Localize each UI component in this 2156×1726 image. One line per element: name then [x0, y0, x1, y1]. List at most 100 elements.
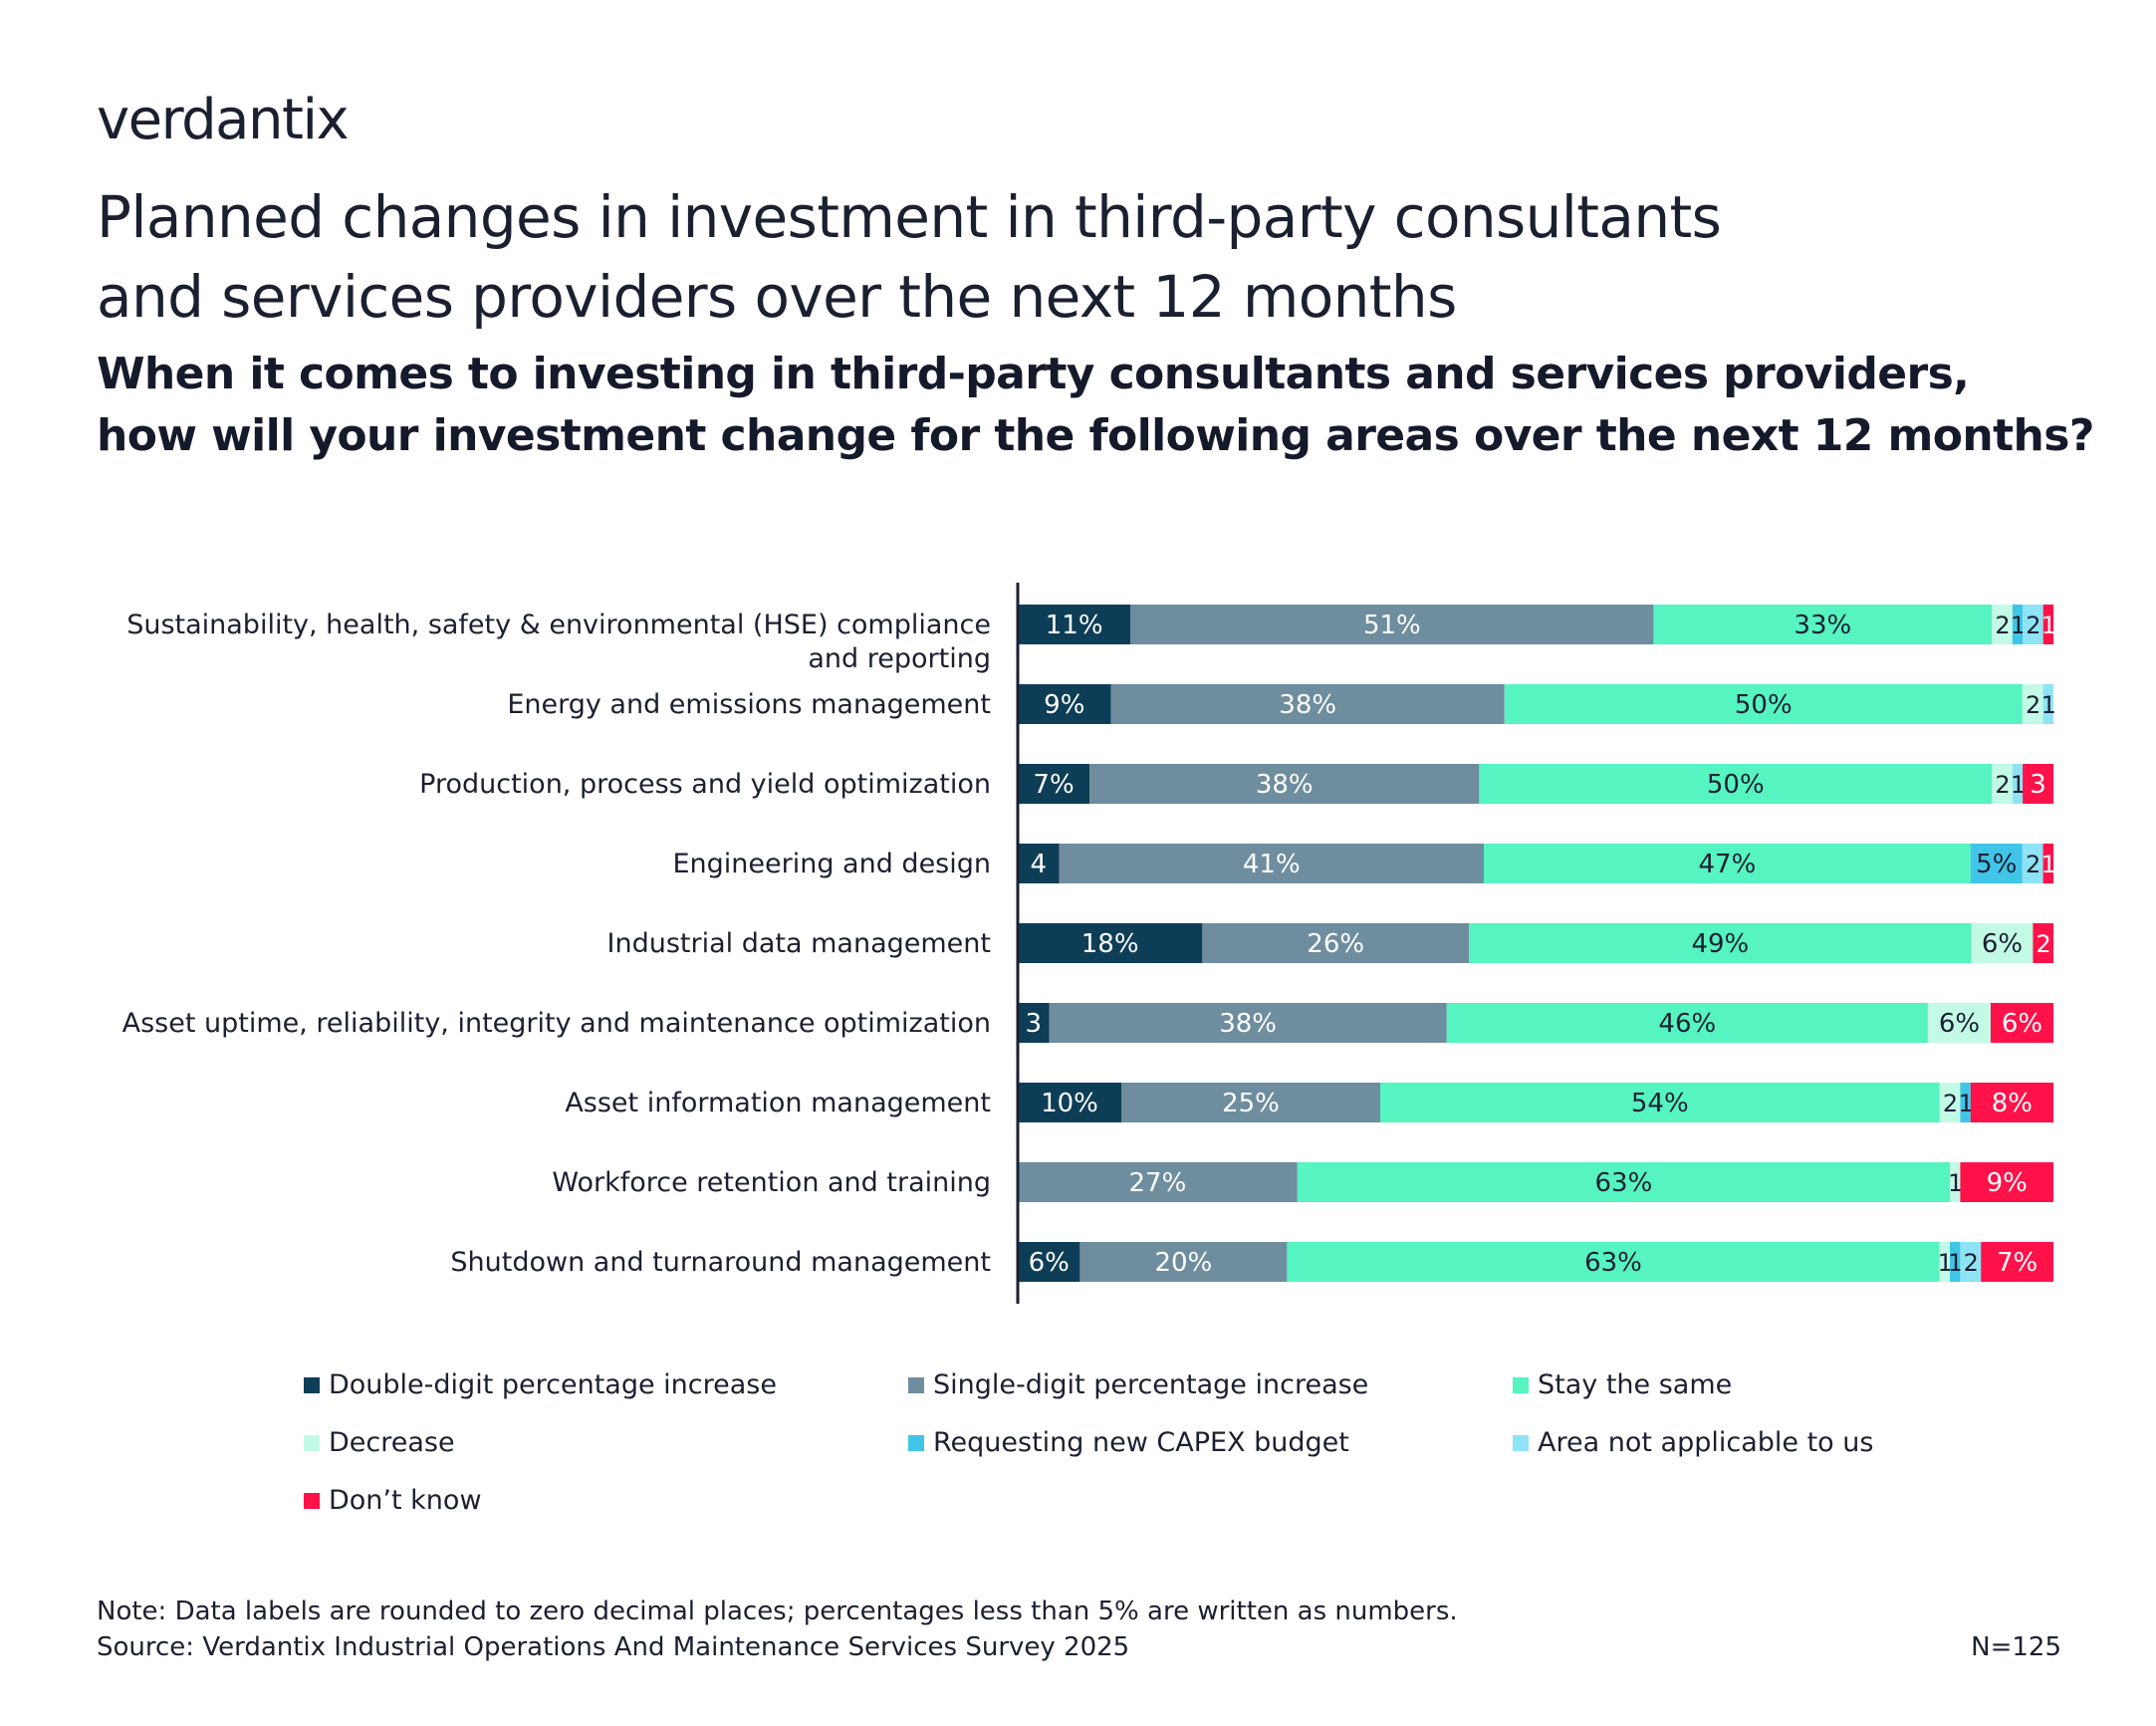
bar-segment: [1446, 1003, 1928, 1043]
bar-segment: [1059, 844, 1484, 883]
bar-segment: [1939, 1083, 1961, 1122]
bar-segment: [2023, 605, 2043, 644]
legend-swatch: [304, 1377, 320, 1393]
category-label-line: and reporting: [808, 643, 991, 674]
data-label: 1: [1948, 1169, 1962, 1197]
bar-segment: [1653, 605, 1993, 644]
data-label: 63%: [1584, 1248, 1642, 1278]
category-label: Production, process and yield optimizati…: [419, 769, 991, 800]
category-label: Asset uptime, reliability, integrity and…: [122, 1008, 991, 1039]
bar-segment: [1018, 1003, 1050, 1043]
bar-segment: [1018, 923, 1203, 963]
bar-segment: [2042, 844, 2053, 883]
category-label: Engineering and design: [672, 849, 991, 879]
data-label: 38%: [1256, 770, 1314, 800]
rounding-note: Note: Data labels are rounded to zero de…: [97, 1597, 1458, 1626]
bar-segment: [2012, 764, 2024, 804]
data-label: 51%: [1363, 611, 1421, 640]
bar-segment: [1380, 1083, 1940, 1122]
bar-segment: [1018, 605, 1131, 644]
legend-swatch: [1513, 1377, 1529, 1393]
data-label: 2: [2026, 612, 2039, 639]
legend-label: Double-digit percentage increase: [329, 1369, 777, 1400]
bar-segment: [2022, 684, 2043, 724]
category-label: Asset information management: [565, 1088, 991, 1118]
legend-item: Area not applicable to us: [1513, 1427, 2070, 1459]
bar-segment: [2023, 764, 2053, 804]
data-label: 3: [1025, 1009, 1042, 1039]
bar-segment: [2042, 605, 2053, 644]
data-label: 10%: [1041, 1089, 1098, 1118]
data-label: 9%: [1044, 690, 1084, 720]
data-label: 5%: [1976, 850, 2017, 879]
category-label: Industrial data management: [607, 928, 991, 959]
source-note: Source: Verdantix Industrial Operations …: [97, 1632, 1130, 1662]
category-label: Shutdown and turnaround management: [450, 1247, 991, 1278]
data-label: 2: [1995, 612, 2009, 639]
legend-item: Decrease: [304, 1427, 908, 1459]
bar-segment: [1049, 1003, 1447, 1043]
data-label: 2: [2036, 930, 2050, 958]
legend-label: Don’t know: [329, 1485, 482, 1516]
legend-swatch: [1513, 1435, 1529, 1451]
category-label-line: Sustainability, health, safety & environ…: [126, 610, 991, 640]
data-label: 18%: [1081, 929, 1139, 959]
data-label: 1: [1938, 1249, 1952, 1277]
bar-segment: [1130, 605, 1654, 644]
category-label: Workforce retention and training: [552, 1167, 991, 1198]
data-label: 1: [1958, 1090, 1972, 1117]
bar-segment: [1018, 1162, 1298, 1202]
data-label: 7%: [1033, 770, 1074, 800]
bar-segment: [1018, 1242, 1080, 1282]
data-label: 41%: [1243, 850, 1301, 879]
legend-label: Decrease: [329, 1427, 455, 1458]
bar-segment: [1927, 1003, 1991, 1043]
category-label-line: Asset uptime, reliability, integrity and…: [122, 1008, 991, 1039]
legend-label: Stay the same: [1538, 1369, 1733, 1400]
data-label: 1: [2041, 612, 2055, 639]
verdantix-logo: verdantix: [97, 88, 350, 152]
data-label: 54%: [1631, 1089, 1689, 1118]
bar-segment: [1018, 684, 1111, 724]
data-label: 3: [2030, 770, 2046, 800]
bar-segment: [1202, 923, 1470, 963]
data-label: 2: [1964, 1249, 1978, 1277]
bar-segment: [2042, 684, 2053, 724]
data-label: 25%: [1222, 1089, 1280, 1118]
data-label: 4: [1031, 850, 1048, 879]
bar-segment: [2033, 923, 2053, 963]
stacked-bar-chart: Sustainability, health, safety & environ…: [122, 583, 2056, 1304]
bar-segment: [1981, 1242, 2053, 1282]
data-label: 2: [1995, 771, 2009, 799]
legend-item: Single-digit percentage increase: [908, 1369, 1513, 1401]
bar-segment: [1939, 1242, 1950, 1282]
legend-item: Stay the same: [1513, 1369, 2070, 1401]
bar-segment: [1121, 1083, 1380, 1122]
data-label: 1: [2041, 691, 2055, 719]
bar-segment: [1960, 1242, 1982, 1282]
legend-label: Requesting new CAPEX budget: [933, 1427, 1349, 1458]
survey-question: When it comes to investing in third-part…: [97, 344, 2128, 467]
data-label: 63%: [1595, 1168, 1653, 1198]
bar-segment: [1950, 1242, 1961, 1282]
data-label: 26%: [1307, 929, 1364, 959]
bar-segment: [1992, 605, 2013, 644]
category-label-line: Shutdown and turnaround management: [450, 1247, 991, 1278]
bar-segment: [1960, 1083, 1971, 1122]
data-label: 46%: [1658, 1009, 1716, 1039]
legend-item: Don’t know: [304, 1485, 908, 1517]
sample-size-label: N=125: [1971, 1632, 2061, 1662]
data-label: 6%: [1029, 1248, 1070, 1278]
bar-segment: [1469, 923, 1972, 963]
bar-segment: [1990, 1003, 2053, 1043]
data-label: 50%: [1735, 690, 1793, 720]
survey-question-line-2: how will your investment change for the …: [97, 410, 2094, 461]
data-label: 20%: [1155, 1248, 1213, 1278]
data-label: 11%: [1046, 611, 1103, 640]
data-label: 27%: [1129, 1168, 1187, 1198]
category-label-line: Industrial data management: [607, 928, 991, 959]
legend-swatch: [908, 1377, 924, 1393]
bar-segment: [1960, 1162, 2053, 1202]
bar-segment: [1971, 923, 2034, 963]
data-label: 8%: [1992, 1089, 2033, 1118]
